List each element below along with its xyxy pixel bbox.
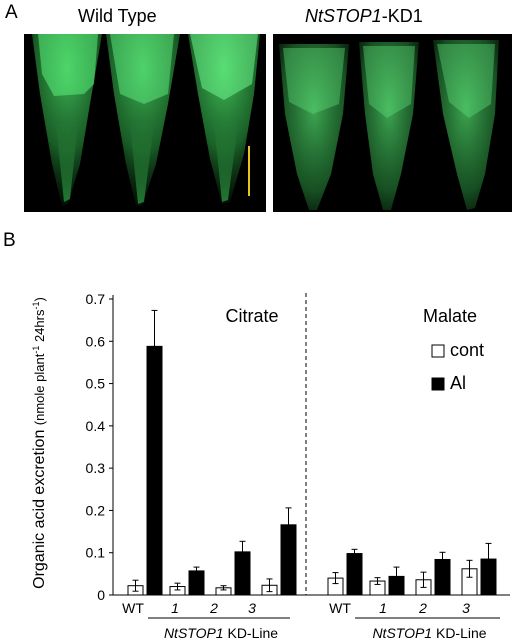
wild-type-micrograph — [24, 34, 266, 212]
kd-line-suffix: KD-Line — [224, 625, 279, 641]
kd-root-2 — [359, 42, 419, 210]
kd-line-suffix: KD-Line — [432, 625, 487, 641]
category-label: 3 — [462, 600, 470, 616]
wild-type-title: Wild Type — [78, 6, 157, 26]
legend-label-Al: Al — [450, 373, 466, 393]
kd-line-gene: NtSTOP1 — [164, 625, 224, 641]
legend-label-cont: cont — [450, 340, 484, 360]
y-tick-label: 0.5 — [86, 376, 106, 392]
panel-a-letter: A — [5, 2, 18, 23]
category-label: 2 — [209, 600, 218, 616]
kd-root-3 — [433, 40, 499, 210]
bar-Al — [146, 345, 163, 596]
knockdown-suffix: -KD1 — [381, 6, 423, 26]
y-tick-label: 0 — [97, 587, 105, 603]
kd-line-gene: NtSTOP1 — [372, 625, 432, 641]
y-tick-label: 0.3 — [86, 460, 106, 476]
scale-bar — [248, 146, 250, 196]
y-tick-label: 0.7 — [86, 291, 106, 307]
knockdown-title: NtSTOP1-KD1 — [305, 6, 423, 27]
kd-line-label: NtSTOP1 KD-Line — [372, 625, 486, 641]
y-tick-label: 0.2 — [86, 502, 106, 518]
y-axis-unit: (nmole plant — [32, 353, 47, 425]
category-label: 1 — [171, 600, 179, 616]
y-axis-unit-sup: -1 — [31, 301, 41, 309]
kd-line-label: NtSTOP1 KD-Line — [164, 625, 278, 641]
group-label: Malate — [423, 306, 477, 326]
knockdown-gene-name: NtSTOP1 — [305, 6, 382, 26]
y-tick-label: 0.4 — [86, 418, 106, 434]
organic-acid-chart: 0 0.1 0.2 0.3 0.4 0.5 0.6 0.7 Organic acid excre… — [31, 291, 510, 641]
y-axis-unit: 24hrs — [32, 309, 47, 346]
category-label: WT — [122, 600, 144, 616]
y-tick-label: 0.6 — [86, 333, 106, 349]
y-tick-label: 0.1 — [86, 545, 106, 561]
knockdown-micrograph — [273, 34, 512, 212]
y-axis-unit: ) — [32, 297, 47, 301]
y-axis-label-main: Organic acid excretion — [31, 425, 48, 589]
bar-Al — [346, 553, 363, 596]
legend-swatch-cont — [431, 344, 445, 358]
group-label: Citrate — [225, 306, 278, 326]
panel-b-letter: B — [3, 230, 16, 251]
category-label: WT — [329, 600, 351, 616]
y-axis-label: Organic acid excretion (nmole plant-1 24… — [31, 297, 48, 589]
category-label: 2 — [418, 600, 427, 616]
legend-swatch-Al — [431, 377, 445, 391]
category-label: 3 — [248, 600, 256, 616]
kd-root-1 — [279, 44, 349, 210]
category-label: 1 — [379, 600, 387, 616]
y-axis-unit-sup: -1 — [31, 346, 41, 354]
